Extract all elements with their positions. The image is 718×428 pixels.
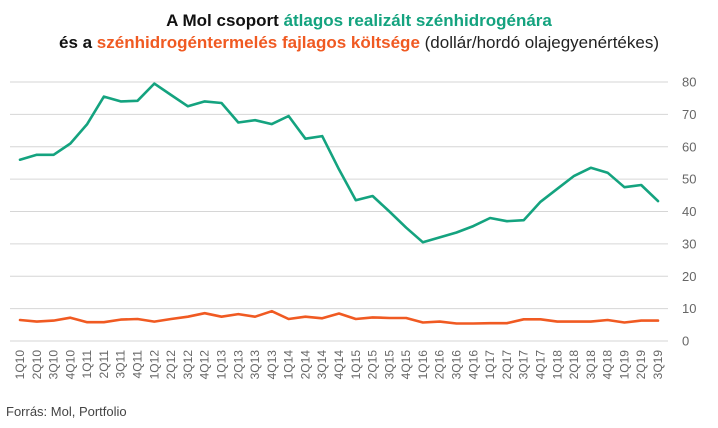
x-tick-label: 1Q16	[416, 350, 430, 380]
x-tick-label: 1Q11	[80, 350, 94, 379]
y-tick-label: 70	[682, 107, 696, 122]
y-tick-label: 10	[682, 301, 696, 316]
series-line-unit-cost	[18, 309, 660, 325]
y-tick-label: 30	[682, 236, 696, 251]
x-tick-label: 2Q15	[366, 350, 380, 380]
x-tick-label: 2Q11	[97, 350, 111, 379]
x-tick-label: 1Q18	[550, 350, 564, 380]
source-note: Forrás: Mol, Portfolio	[6, 404, 127, 419]
x-tick-label: 2Q19	[634, 350, 648, 380]
x-tick-label: 3Q11	[114, 350, 128, 379]
x-tick-label: 3Q12	[181, 350, 195, 380]
title-line2-highlight: szénhidrogéntermelés fajlagos költsége	[96, 33, 420, 52]
x-tick-label: 4Q11	[131, 350, 145, 379]
y-tick-label: 0	[682, 334, 689, 349]
title-line-2: és a szénhidrogéntermelés fajlagos költs…	[0, 32, 718, 54]
x-tick-label: 3Q17	[517, 350, 531, 380]
title-line1-prefix: A Mol csoport	[166, 11, 284, 30]
x-tick-label: 1Q10	[13, 350, 27, 380]
x-tick-label: 2Q10	[30, 350, 44, 380]
x-tick-label: 1Q17	[483, 350, 497, 380]
x-tick-label: 3Q13	[248, 350, 262, 380]
title-line-1: A Mol csoport átlagos realizált szénhidr…	[0, 10, 718, 32]
y-tick-label: 20	[682, 269, 696, 284]
x-tick-label: 3Q15	[382, 350, 396, 380]
x-tick-label: 3Q10	[47, 350, 61, 380]
x-tick-label: 2Q13	[231, 350, 245, 380]
x-tick-label: 1Q19	[617, 350, 631, 380]
x-tick-label: 4Q12	[198, 350, 212, 380]
x-tick-label: 4Q15	[399, 350, 413, 380]
x-tick-label: 3Q19	[651, 350, 665, 380]
series-line-realized-price	[18, 82, 660, 244]
y-tick-label: 50	[682, 172, 696, 187]
y-tick-label: 60	[682, 139, 696, 154]
x-tick-label: 4Q16	[466, 350, 480, 380]
x-tick-label: 1Q14	[282, 350, 296, 380]
x-tick-label: 2Q18	[567, 350, 581, 380]
x-tick-label: 1Q13	[214, 350, 228, 380]
x-tick-label: 4Q13	[265, 350, 279, 380]
x-tick-label: 2Q16	[433, 350, 447, 380]
title-line2-suffix: (dollár/hordó olajegyenértékes)	[419, 33, 659, 52]
x-tick-label: 3Q14	[315, 350, 329, 380]
y-tick-label: 80	[682, 75, 696, 90]
x-tick-label: 4Q10	[63, 350, 77, 380]
x-tick-label: 2Q14	[298, 350, 312, 380]
title-line2-prefix: és a	[58, 33, 97, 52]
chart-title: A Mol csoport átlagos realizált szénhidr…	[0, 10, 718, 54]
x-tick-label: 3Q16	[450, 350, 464, 380]
title-line1-highlight: átlagos realizált szénhidrogénára	[283, 11, 552, 30]
x-tick-label: 1Q12	[147, 350, 161, 380]
x-tick-label: 4Q18	[601, 350, 615, 380]
x-tick-label: 4Q17	[533, 350, 547, 380]
x-tick-label: 2Q17	[500, 350, 514, 380]
x-tick-label: 2Q12	[164, 350, 178, 380]
x-tick-label: 4Q14	[332, 350, 346, 380]
y-tick-label: 40	[682, 204, 696, 219]
x-tick-label: 3Q18	[584, 350, 598, 380]
x-tick-label: 1Q15	[349, 350, 363, 380]
